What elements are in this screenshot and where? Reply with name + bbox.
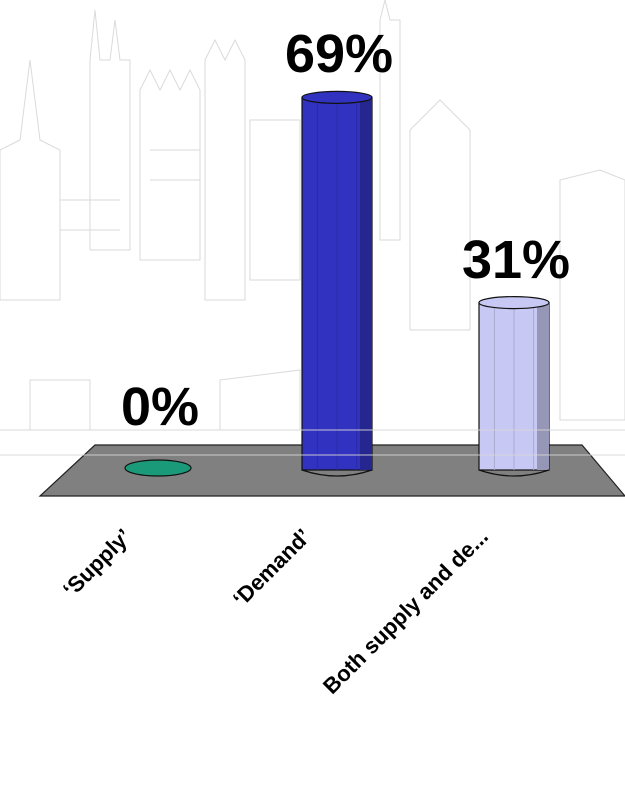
bar-2-shade (537, 302, 549, 470)
bar-1-shade (360, 97, 372, 471)
bar-2-base (478, 469, 550, 477)
value-label-2: 31% (461, 229, 571, 290)
bar-0 (124, 459, 192, 477)
bar-2-cap (478, 296, 550, 310)
value-label-1: 69% (284, 24, 394, 85)
bar-1-base (301, 469, 373, 477)
value-label-0: 0% (120, 377, 200, 437)
bar-1-cap (301, 90, 373, 105)
